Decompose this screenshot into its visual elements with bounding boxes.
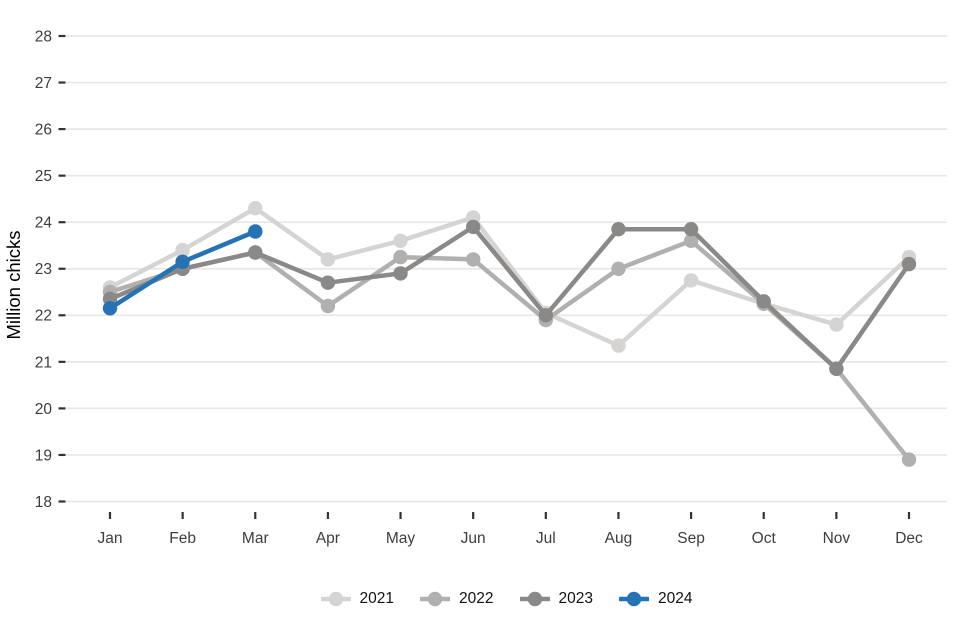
data-point-2021-May	[393, 233, 408, 248]
legend-item-2024: 2024	[618, 589, 693, 609]
data-point-2023-Aug	[611, 222, 626, 237]
legend-label-2021: 2021	[359, 590, 395, 608]
x-tick-label: Oct	[752, 530, 777, 547]
data-point-2023-Dec	[901, 256, 917, 272]
y-tick-label: 23	[35, 261, 52, 278]
data-point-2024-Jan	[102, 301, 118, 316]
legend-item-2022: 2022	[420, 589, 494, 609]
x-tick-label: Jun	[461, 530, 486, 547]
y-tick-label: 18	[35, 494, 52, 511]
legend-swatch-2021	[320, 591, 351, 607]
legend-swatch-dot	[527, 591, 542, 607]
x-tick-label: Nov	[823, 530, 851, 547]
legend-label-2023: 2023	[558, 590, 593, 608]
y-tick-label: 25	[35, 168, 52, 185]
series-2024	[102, 224, 263, 316]
y-tick-label: 27	[35, 75, 52, 92]
data-point-2021-Feb	[175, 242, 190, 258]
data-point-2022-Dec	[901, 452, 917, 467]
legend-item-2023: 2023	[519, 589, 593, 609]
x-tick-label: Sep	[677, 530, 705, 547]
x-tick-label: Mar	[242, 530, 269, 547]
data-point-2022-Aug	[611, 261, 626, 276]
legend-swatch-dot	[427, 591, 443, 607]
y-tick-label: 20	[35, 401, 53, 418]
x-tick-label: Apr	[316, 530, 340, 547]
y-tick-label: 28	[35, 28, 52, 45]
legend-swatch-2023	[519, 591, 550, 607]
data-point-2024-Mar	[248, 224, 263, 239]
data-point-2021-Sep	[683, 273, 699, 288]
legend-label-2022: 2022	[459, 590, 494, 608]
data-point-2021-Apr	[320, 252, 336, 267]
legend-item-2021: 2021	[320, 589, 395, 609]
y-tick-label: 26	[35, 122, 52, 139]
x-tick-label: Aug	[605, 530, 633, 547]
data-point-2022-Sep	[683, 233, 699, 248]
data-point-2021-Aug	[611, 338, 626, 353]
data-point-2021-Nov	[829, 317, 844, 332]
data-point-2023-Apr	[320, 275, 336, 290]
legend-swatch-dot	[626, 591, 642, 607]
axes-layer: 18 19 20 21 22 23 24 25 26 27 28 Jan Feb Mar Apr May Jun…	[35, 28, 923, 547]
data-point-2023-Sep	[683, 222, 699, 237]
x-tick-label: Feb	[169, 530, 196, 547]
data-point-2022-Jun	[466, 252, 481, 267]
data-point-2022-May	[393, 249, 408, 265]
series-layer	[102, 201, 917, 467]
data-point-2023-May	[393, 266, 408, 281]
data-point-2024-Feb	[175, 254, 190, 269]
data-point-2023-Oct	[756, 294, 771, 309]
series-2023	[102, 219, 917, 376]
legend-swatch-2022	[420, 591, 451, 607]
x-tick-label: May	[386, 530, 416, 547]
series-line-2023	[107, 224, 912, 372]
x-tick-label: Jan	[98, 530, 123, 547]
x-tick-label: Jul	[536, 530, 556, 547]
y-tick-label: 19	[35, 447, 52, 464]
y-tick-label: 22	[35, 308, 52, 325]
legend-swatch-dot	[328, 591, 343, 607]
legend-label-2024: 2024	[657, 590, 693, 608]
data-point-2021-Mar	[248, 201, 263, 216]
y-axis-title: Million chicks	[3, 231, 24, 340]
series-line-2021	[107, 205, 912, 348]
data-point-2023-Jun	[466, 219, 481, 235]
x-tick-label: Dec	[895, 530, 923, 547]
legend: 2021 2022 2023 2024	[66, 586, 947, 612]
data-point-2023-Jul	[538, 308, 553, 323]
data-point-2023-Mar	[248, 245, 263, 260]
data-point-2023-Nov	[829, 361, 844, 376]
y-tick-label: 21	[35, 354, 52, 371]
data-point-2022-Apr	[320, 298, 336, 314]
legend-swatch-2024	[618, 591, 649, 607]
y-tick-label: 24	[35, 215, 53, 232]
